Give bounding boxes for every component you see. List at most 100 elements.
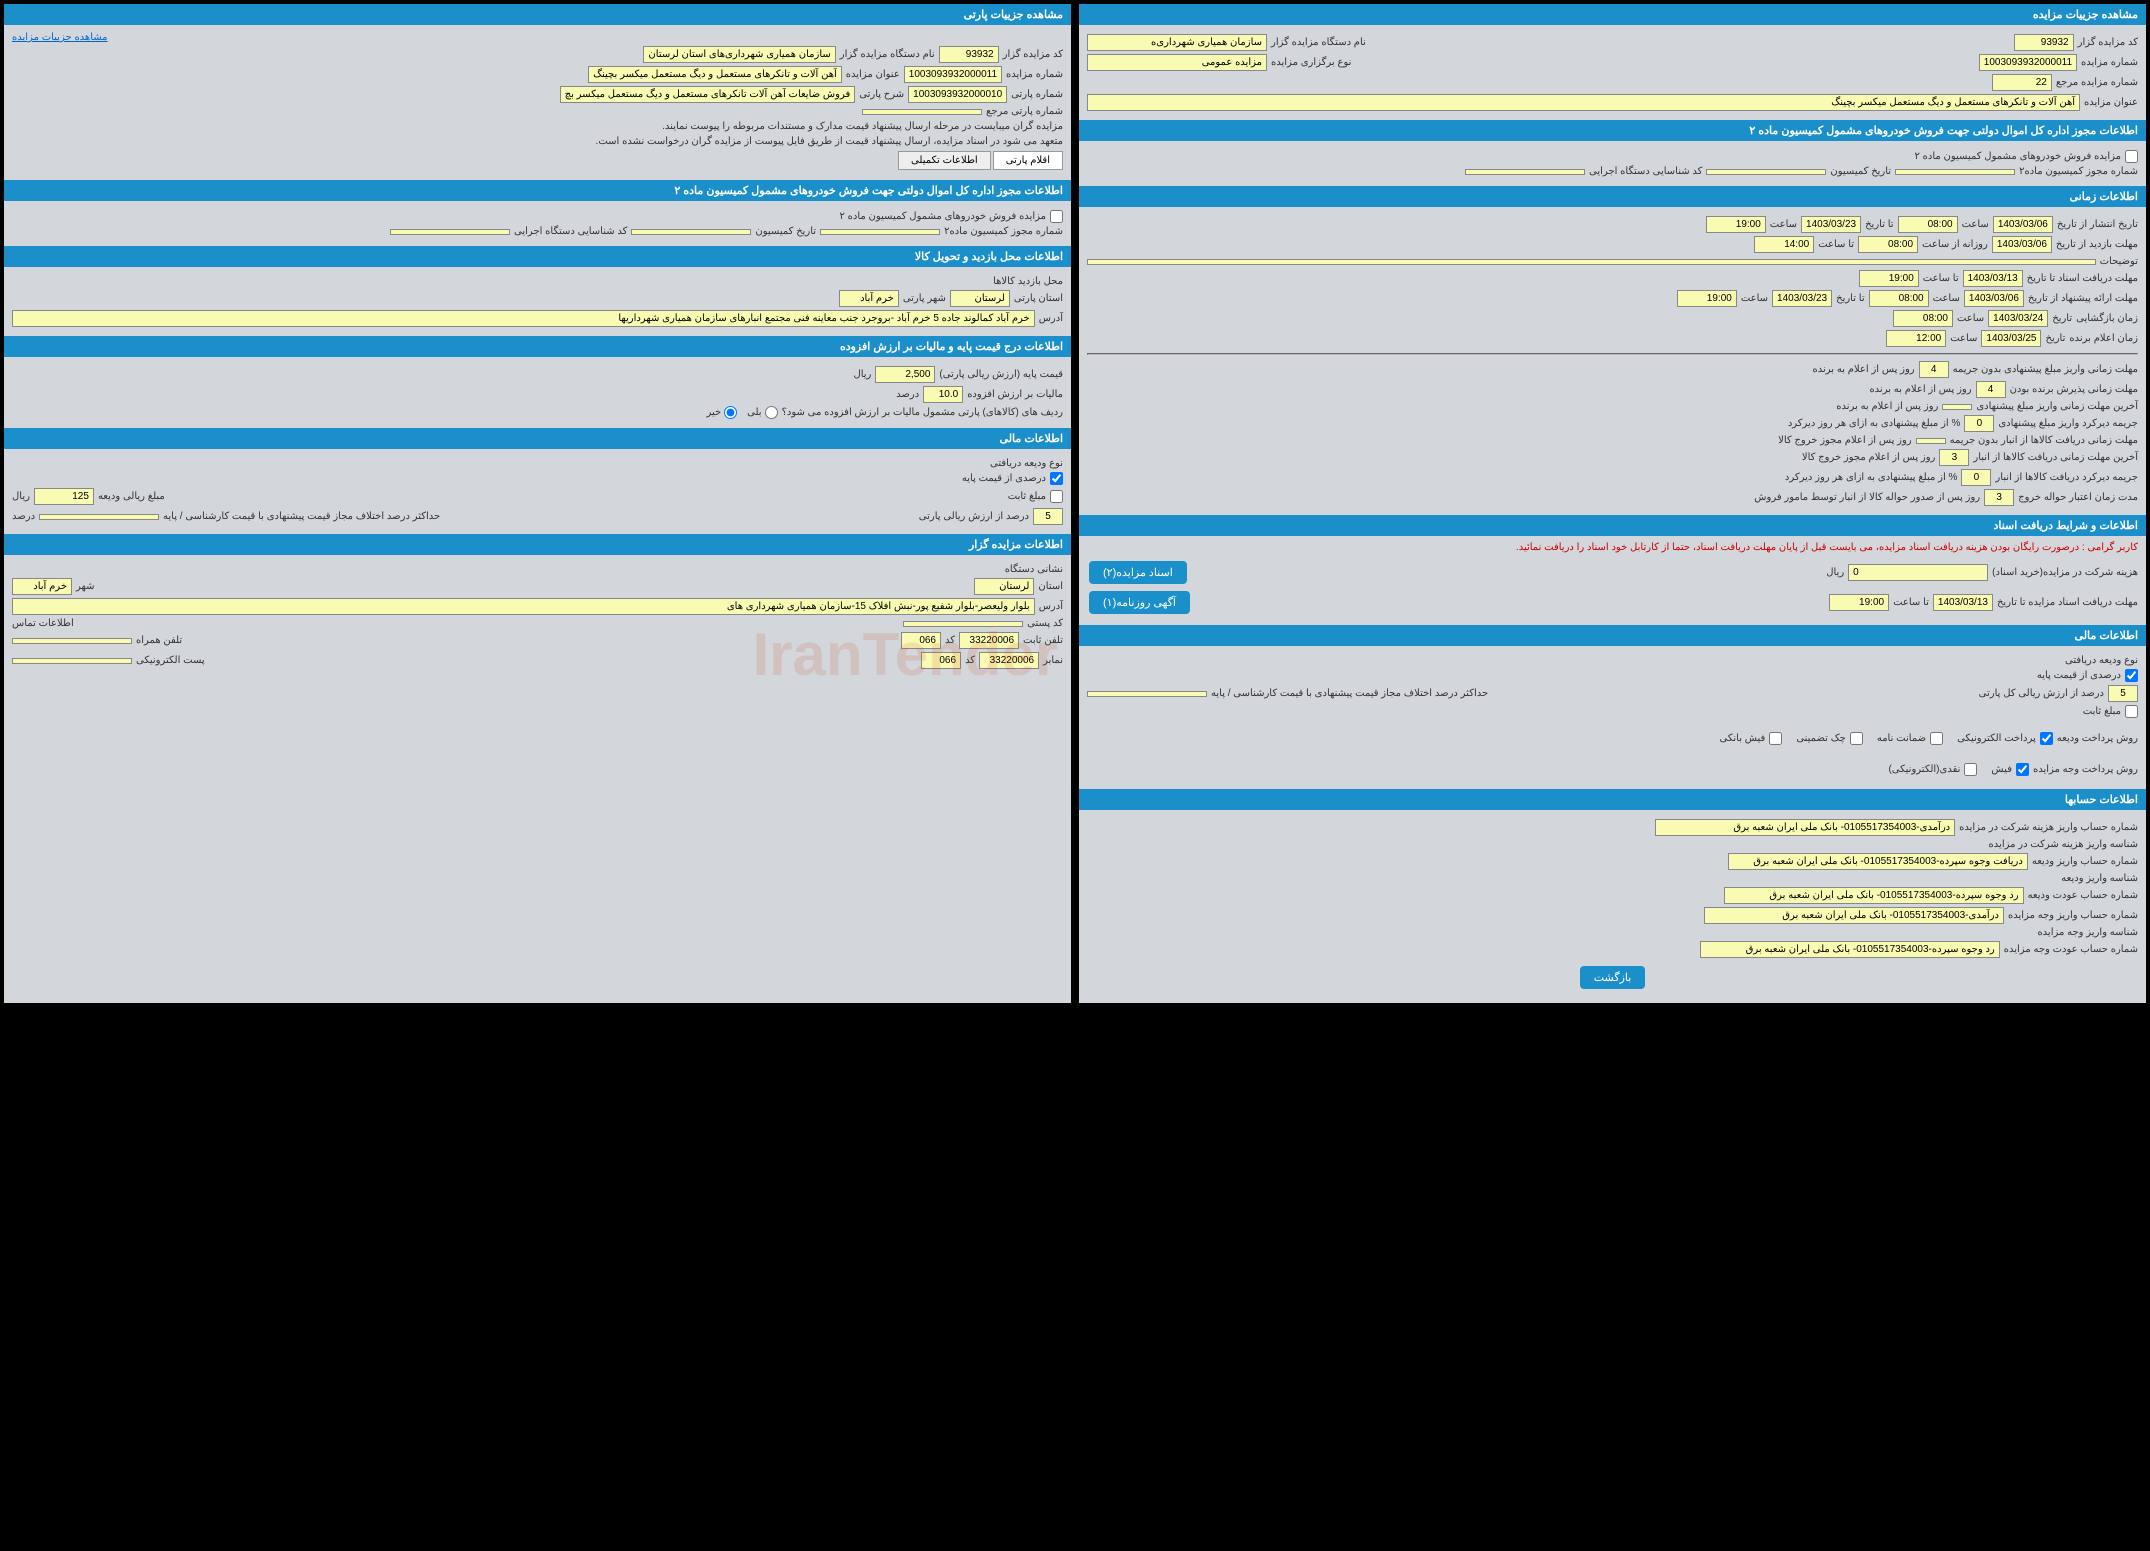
- max-diff-label-r: حداکثر درصد اختلاف مجاز قیمت پیشنهادی با…: [1211, 688, 1488, 699]
- max-diff-val-r: [1087, 691, 1207, 697]
- pay-fish-check[interactable]: [2016, 763, 2029, 776]
- code-val: 93932: [2014, 34, 2074, 51]
- permit-exec-val: [1465, 169, 1585, 175]
- newspaper-button[interactable]: آگهی روزنامه(۱): [1089, 591, 1190, 614]
- fixed-amount-check-r[interactable]: [2125, 705, 2138, 718]
- accept-winner-label: مهلت زمانی پذیرش برنده بودن: [2010, 384, 2138, 395]
- acc2-id-label: شناسه واریز ودیعه: [2061, 873, 2138, 884]
- participate-fee-label: هزینه شرکت در مزایده(خرید اسناد): [1992, 567, 2138, 578]
- goods-last-val: 3: [1939, 449, 1969, 466]
- publish-from-label: تاریخ انتشار از تاریخ: [2057, 219, 2138, 230]
- back-button[interactable]: بازگشت: [1580, 966, 1646, 989]
- price-header: اطلاعات درج قیمت پایه و مالیات بر ارزش ا…: [4, 336, 1071, 357]
- party-num-label: شماره پارتی: [1011, 89, 1063, 100]
- vat-yes-radio[interactable]: [765, 406, 778, 419]
- vat-q-label: ردیف های (کالاهای) پارتی مشمول مالیات بر…: [782, 407, 1063, 418]
- mobile-label: تلفن همراه: [136, 635, 182, 646]
- permit-date-val: [1706, 169, 1826, 175]
- publish-to: 1403/03/23: [1801, 216, 1861, 233]
- fixed-amount-check-l[interactable]: [1050, 490, 1063, 503]
- base-price-label: قیمت پایه (ارزش ریالی پارتی): [939, 369, 1063, 380]
- ref-party-val: [862, 109, 982, 115]
- province-label: استان پارتی: [1014, 293, 1063, 304]
- permit-header: اطلاعات مجوز اداره کل اموال دولتی جهت فر…: [1079, 120, 2146, 141]
- permit-date-label: تاریخ کمیسیون: [1830, 166, 1891, 177]
- number-label-l: شماره مزایده: [1006, 69, 1063, 80]
- org-val-l: سازمان همیاری شهرداری‌های استان لرستان: [643, 46, 835, 63]
- code-val-l: 93932: [939, 46, 999, 63]
- ref-party-label: شماره پارتی مرجع: [986, 106, 1063, 117]
- perday-label-2: % از مبلغ پیشنهادی به ازای هر روز دیرکرد: [1785, 472, 1958, 483]
- tab-items[interactable]: اقلام پارتی: [993, 151, 1063, 170]
- permit-num-label: شماره مجوز کمیسیون ماده۲: [2019, 166, 2138, 177]
- pay-guarantee-check[interactable]: [1930, 732, 1943, 745]
- permit-num-label-l: شماره مجوز کمیسیون ماده۲: [944, 226, 1063, 237]
- tab-extra[interactable]: اطلاعات تکمیلی: [898, 151, 991, 170]
- permit-check-l[interactable]: [1050, 210, 1063, 223]
- permit-check[interactable]: [2125, 150, 2138, 163]
- address2-val: بلوار ولیعصر-بلوار شفیع پور-نبش افلاک 15…: [12, 598, 1035, 615]
- acc1-label: شماره حساب واریز هزینه شرکت در مزایده: [1959, 822, 2138, 833]
- visit-header: اطلاعات محل بازدید و تحویل کالا: [4, 246, 1071, 267]
- org-name-label: نشانی دستگاه: [1005, 564, 1063, 575]
- note1: مزایده گران میبایست در مرحله ارسال پیشنه…: [12, 121, 1063, 132]
- pay-check-check[interactable]: [1850, 732, 1863, 745]
- pay-bank-check[interactable]: [1769, 732, 1782, 745]
- percent-pot-val-l: 5: [1033, 508, 1063, 525]
- percent-pot-val-r: 5: [2108, 685, 2138, 702]
- rial-label-1: ریال: [1826, 567, 1844, 578]
- hour-label-6: ساعت: [1950, 333, 1977, 344]
- permit-num-val-l: [820, 229, 940, 235]
- late-penalty-val: 0: [1964, 415, 1994, 432]
- late-penalty-label: جریمه دیرکرد واریز مبلغ پیشنهادی: [1998, 418, 2138, 429]
- max-diff-val-l: [39, 514, 159, 520]
- city-label: شهر پارتی: [903, 293, 946, 304]
- contact-label: اطلاعات تماس: [12, 618, 74, 629]
- to-hour-label-3: تا ساعت: [1893, 597, 1929, 608]
- permit-check-label-l: مزایده فروش خودروهای مشمول کمیسیون ماده …: [839, 211, 1046, 222]
- doc-deadline-h: 19:00: [1859, 270, 1919, 287]
- goods-penalty-val: 0: [1961, 469, 1991, 486]
- open-date-label: تاریخ: [2052, 313, 2072, 324]
- permit-date-val-l: [631, 229, 751, 235]
- acc3-label: شماره حساب عودت ودیعه: [2028, 890, 2138, 901]
- left-panel: مشاهده جزییات پارتی مشاهده جزییات مزایده…: [4, 4, 1071, 1003]
- details-header: مشاهده جزییات مزایده: [1079, 4, 2146, 25]
- acc2-label: شماره حساب واریز ودیعه: [2032, 856, 2138, 867]
- deposit-np-val: 4: [1919, 361, 1949, 378]
- acc3-val: رد وجوه سپرده-0105517354003- بانک ملی ای…: [1724, 887, 2024, 904]
- pay-cash-label: نقدی(الکترونیکی): [1888, 764, 1960, 775]
- fax-val: 33220006: [979, 652, 1039, 669]
- party-desc-val: فروش ضایعات آهن آلات تانکرهای مستعمل و د…: [560, 86, 856, 103]
- after-exit-label-1: روز پس از اعلام مجوز خروج کالا: [1778, 435, 1912, 446]
- open-label: زمان بازگشایی: [2076, 313, 2138, 324]
- pay-elec-label: پرداخت الکترونیکی: [1957, 733, 2036, 744]
- vat-no-radio[interactable]: [724, 406, 737, 419]
- right-panel: مشاهده جزییات مزایده کد مزایده گزار 9393…: [1079, 4, 2146, 1003]
- daily-from-label: روزانه از ساعت: [1922, 239, 1988, 250]
- details-link[interactable]: مشاهده جزییات مزایده: [12, 32, 108, 43]
- pay-cash-check[interactable]: [1964, 763, 1977, 776]
- notes-label: توضیحات: [2100, 256, 2138, 267]
- percent-base-check-r[interactable]: [2125, 669, 2138, 682]
- pay-elec-check[interactable]: [2040, 732, 2053, 745]
- phone-code-val: 066: [901, 632, 941, 649]
- number-val-l: 1003093932000011: [904, 66, 1002, 83]
- docs-button[interactable]: اسناد مزایده(۲): [1089, 561, 1187, 584]
- last-deposit-val: [1942, 404, 1972, 410]
- visit-from: 1403/03/06: [1992, 236, 2052, 253]
- last-deposit-label: آخرین مهلت زمانی واریز مبلغ پیشنهادی: [1976, 401, 2138, 412]
- permit-exec-label: کد شناسایی دستگاه اجرایی: [1589, 166, 1702, 177]
- percent-label: درصد: [896, 389, 919, 400]
- permit-header-l: اطلاعات مجوز اداره کل اموال دولتی جهت فر…: [4, 180, 1071, 201]
- visit-to-h: 14:00: [1754, 236, 1814, 253]
- percent-base-check-l[interactable]: [1050, 472, 1063, 485]
- postal-val: [903, 621, 1023, 627]
- pay-bank-label: فیش بانکی: [1720, 733, 1766, 744]
- party-desc-label: شرح پارتی: [859, 89, 904, 100]
- address-label: آدرس: [1039, 313, 1063, 324]
- referral-val: 3: [1984, 489, 2014, 506]
- to-date-label-2: تا تاریخ: [1836, 293, 1865, 304]
- org-val: سازمان همیاری شهرداری‌ه: [1087, 34, 1267, 51]
- pay-fish-label: فیش: [1991, 764, 2012, 775]
